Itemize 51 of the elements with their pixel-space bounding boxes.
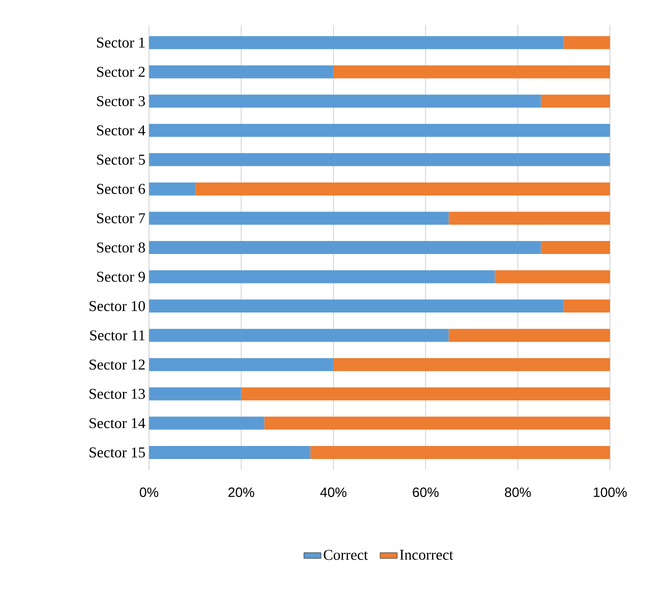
y-tick-label: Sector 5	[97, 154, 145, 165]
bar	[540, 241, 610, 254]
bar	[149, 36, 564, 50]
bar	[264, 416, 610, 430]
y-tick-label: Sector 13	[90, 388, 145, 399]
bar	[149, 182, 196, 196]
y-tick-label: Sector 14	[90, 418, 146, 428]
bar	[149, 153, 610, 166]
x-tick-label: 60%	[412, 488, 439, 498]
bar	[149, 300, 564, 313]
y-tick-label: Sector 7	[97, 213, 146, 224]
y-tick-label: Sector 10	[90, 301, 145, 312]
bar	[149, 387, 242, 400]
bar	[564, 36, 610, 50]
bar	[149, 358, 334, 372]
bar	[333, 358, 610, 372]
y-tick-label: Sector 15	[90, 447, 145, 458]
x-tick-label: 40%	[320, 488, 346, 498]
y-tick-label: Sector 1	[97, 38, 145, 48]
x-tick-label: 0%	[140, 488, 158, 498]
y-tick-label: Sector 11	[90, 330, 145, 340]
y-tick-label: Sector 9	[97, 272, 145, 282]
bar	[149, 94, 541, 108]
bar	[149, 446, 310, 459]
bar	[195, 182, 610, 196]
y-tick-label: Sector 4	[97, 125, 146, 136]
x-tick-label: 20%	[228, 488, 254, 498]
legend-label: Incorrect	[400, 550, 454, 560]
bar	[149, 328, 449, 342]
bar	[149, 416, 264, 430]
bar	[448, 328, 610, 342]
y-tick-label: Sector 2	[97, 66, 145, 77]
bar	[333, 65, 610, 78]
bar	[310, 446, 610, 459]
bar	[149, 241, 541, 254]
x-tick-label: 100%	[594, 488, 627, 498]
bar	[494, 270, 610, 284]
y-tick-label: Sector 12	[90, 360, 145, 370]
bar	[149, 270, 495, 284]
legend-label: Correct	[324, 550, 368, 560]
x-tick-label: 80%	[504, 488, 531, 498]
y-tick-label: Sector 6	[97, 184, 146, 194]
bar	[149, 124, 610, 137]
y-tick-label: Sector 3	[97, 96, 145, 106]
bar	[448, 212, 610, 225]
bar	[540, 94, 610, 108]
bar	[241, 387, 610, 400]
y-tick-label: Sector 8	[97, 242, 145, 253]
bar	[564, 300, 610, 313]
bar	[149, 65, 334, 78]
bar	[149, 212, 449, 225]
